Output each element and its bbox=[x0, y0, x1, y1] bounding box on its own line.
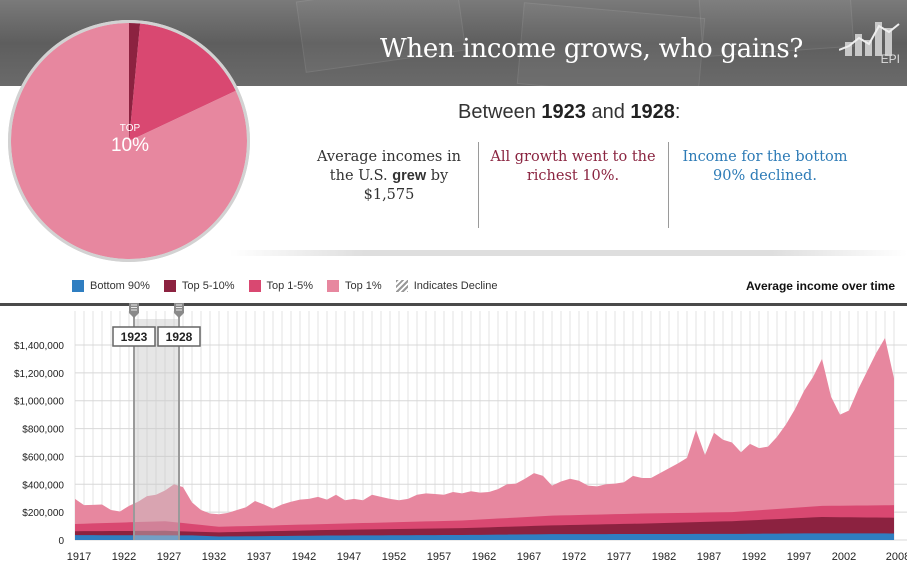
x-tick-label: 1937 bbox=[247, 551, 271, 563]
x-tick-label: 1922 bbox=[112, 551, 136, 563]
y-tick-label: $800,000 bbox=[22, 425, 64, 436]
legend: Bottom 90% Top 5-10% Top 1-5% Top 1% Ind… bbox=[72, 279, 511, 293]
hatch-icon bbox=[395, 280, 408, 292]
end-year: 1928 bbox=[630, 101, 675, 123]
pie-slice-top-1- bbox=[11, 23, 248, 259]
range-start-label: 1923 bbox=[121, 330, 148, 344]
epi-logo-icon bbox=[839, 22, 900, 56]
x-tick-label: 1942 bbox=[292, 551, 316, 563]
start-year: 1923 bbox=[541, 101, 586, 123]
range-end-box[interactable] bbox=[157, 326, 201, 347]
x-tick-label: 1997 bbox=[787, 551, 811, 563]
divider bbox=[478, 142, 479, 228]
range-end-label: 1928 bbox=[166, 330, 193, 344]
logo-text: EPI bbox=[880, 52, 900, 66]
share-pie-chart: TOP 10% bbox=[8, 20, 250, 262]
x-tick-label: 1917 bbox=[67, 551, 91, 563]
legend-item-top-5-10[interactable]: Top 5-10% bbox=[163, 280, 235, 292]
x-tick-label: 1947 bbox=[337, 551, 361, 563]
y-tick-label: $400,000 bbox=[22, 480, 64, 491]
period-heading: Between 1923 and 1928: bbox=[458, 101, 681, 123]
area-series-top-1- bbox=[75, 338, 894, 540]
pie-label-big: 10% bbox=[111, 135, 149, 156]
legend-item-top-1-5[interactable]: Top 1-5% bbox=[248, 280, 313, 292]
y-tick-label: 0 bbox=[58, 536, 64, 547]
x-tick-label: 1962 bbox=[472, 551, 496, 563]
legend-item-bottom-90[interactable]: Bottom 90% bbox=[72, 280, 150, 292]
y-tick-label: $1,200,000 bbox=[14, 369, 64, 380]
legend-swatch bbox=[327, 280, 339, 292]
range-start-handle[interactable] bbox=[129, 303, 139, 318]
x-tick-label: 1967 bbox=[517, 551, 541, 563]
legend-item-top-1[interactable]: Top 1% bbox=[327, 280, 382, 292]
x-tick-label: 1977 bbox=[607, 551, 631, 563]
x-tick-label: 2008 bbox=[886, 551, 907, 563]
legend-swatch bbox=[72, 280, 84, 292]
y-tick-label: $1,400,000 bbox=[14, 341, 64, 352]
section-shadow bbox=[230, 250, 907, 256]
range-start-box[interactable] bbox=[112, 326, 156, 347]
stat-bottom-decline: Income for the bottom 90% declined. bbox=[682, 149, 848, 184]
income-area-chart: 1923 1928 0 $200,000 $400,000 $600,000 $800,0… bbox=[0, 303, 907, 563]
divider bbox=[668, 142, 669, 228]
x-tick-label: 1982 bbox=[652, 551, 676, 563]
x-tick-label: 1972 bbox=[562, 551, 586, 563]
y-tick-label: $200,000 bbox=[22, 508, 64, 519]
selected-range-band[interactable] bbox=[134, 319, 179, 540]
pie-label-small: TOP bbox=[120, 123, 141, 134]
x-tick-label: 1992 bbox=[742, 551, 766, 563]
page-title: When income grows, who gains? bbox=[380, 34, 804, 64]
y-tick-label: $600,000 bbox=[22, 452, 64, 463]
x-tick-label: 1927 bbox=[157, 551, 181, 563]
stat-average-growth: Average incomes in the U.S. grew by $1,5… bbox=[317, 149, 461, 203]
legend-item-decline: Indicates Decline bbox=[395, 280, 497, 292]
chart-title: Average income over time bbox=[746, 279, 895, 293]
y-tick-label: $1,000,000 bbox=[14, 397, 64, 408]
legend-swatch bbox=[163, 280, 176, 292]
area-series-bottom-90- bbox=[75, 533, 894, 540]
stat-top-growth: All growth went to the richest 10%. bbox=[490, 149, 656, 184]
x-tick-label: 2002 bbox=[832, 551, 856, 563]
range-end-handle[interactable] bbox=[174, 303, 184, 318]
legend-swatch bbox=[248, 280, 261, 292]
pie-border bbox=[8, 20, 250, 262]
pie-slice-top-5-10- bbox=[129, 23, 141, 141]
pie-slice-top-1-5- bbox=[129, 23, 236, 141]
x-tick-label: 1932 bbox=[202, 551, 226, 563]
x-tick-label: 1952 bbox=[382, 551, 406, 563]
x-tick-label: 1957 bbox=[427, 551, 451, 563]
x-tick-label: 1987 bbox=[697, 551, 721, 563]
